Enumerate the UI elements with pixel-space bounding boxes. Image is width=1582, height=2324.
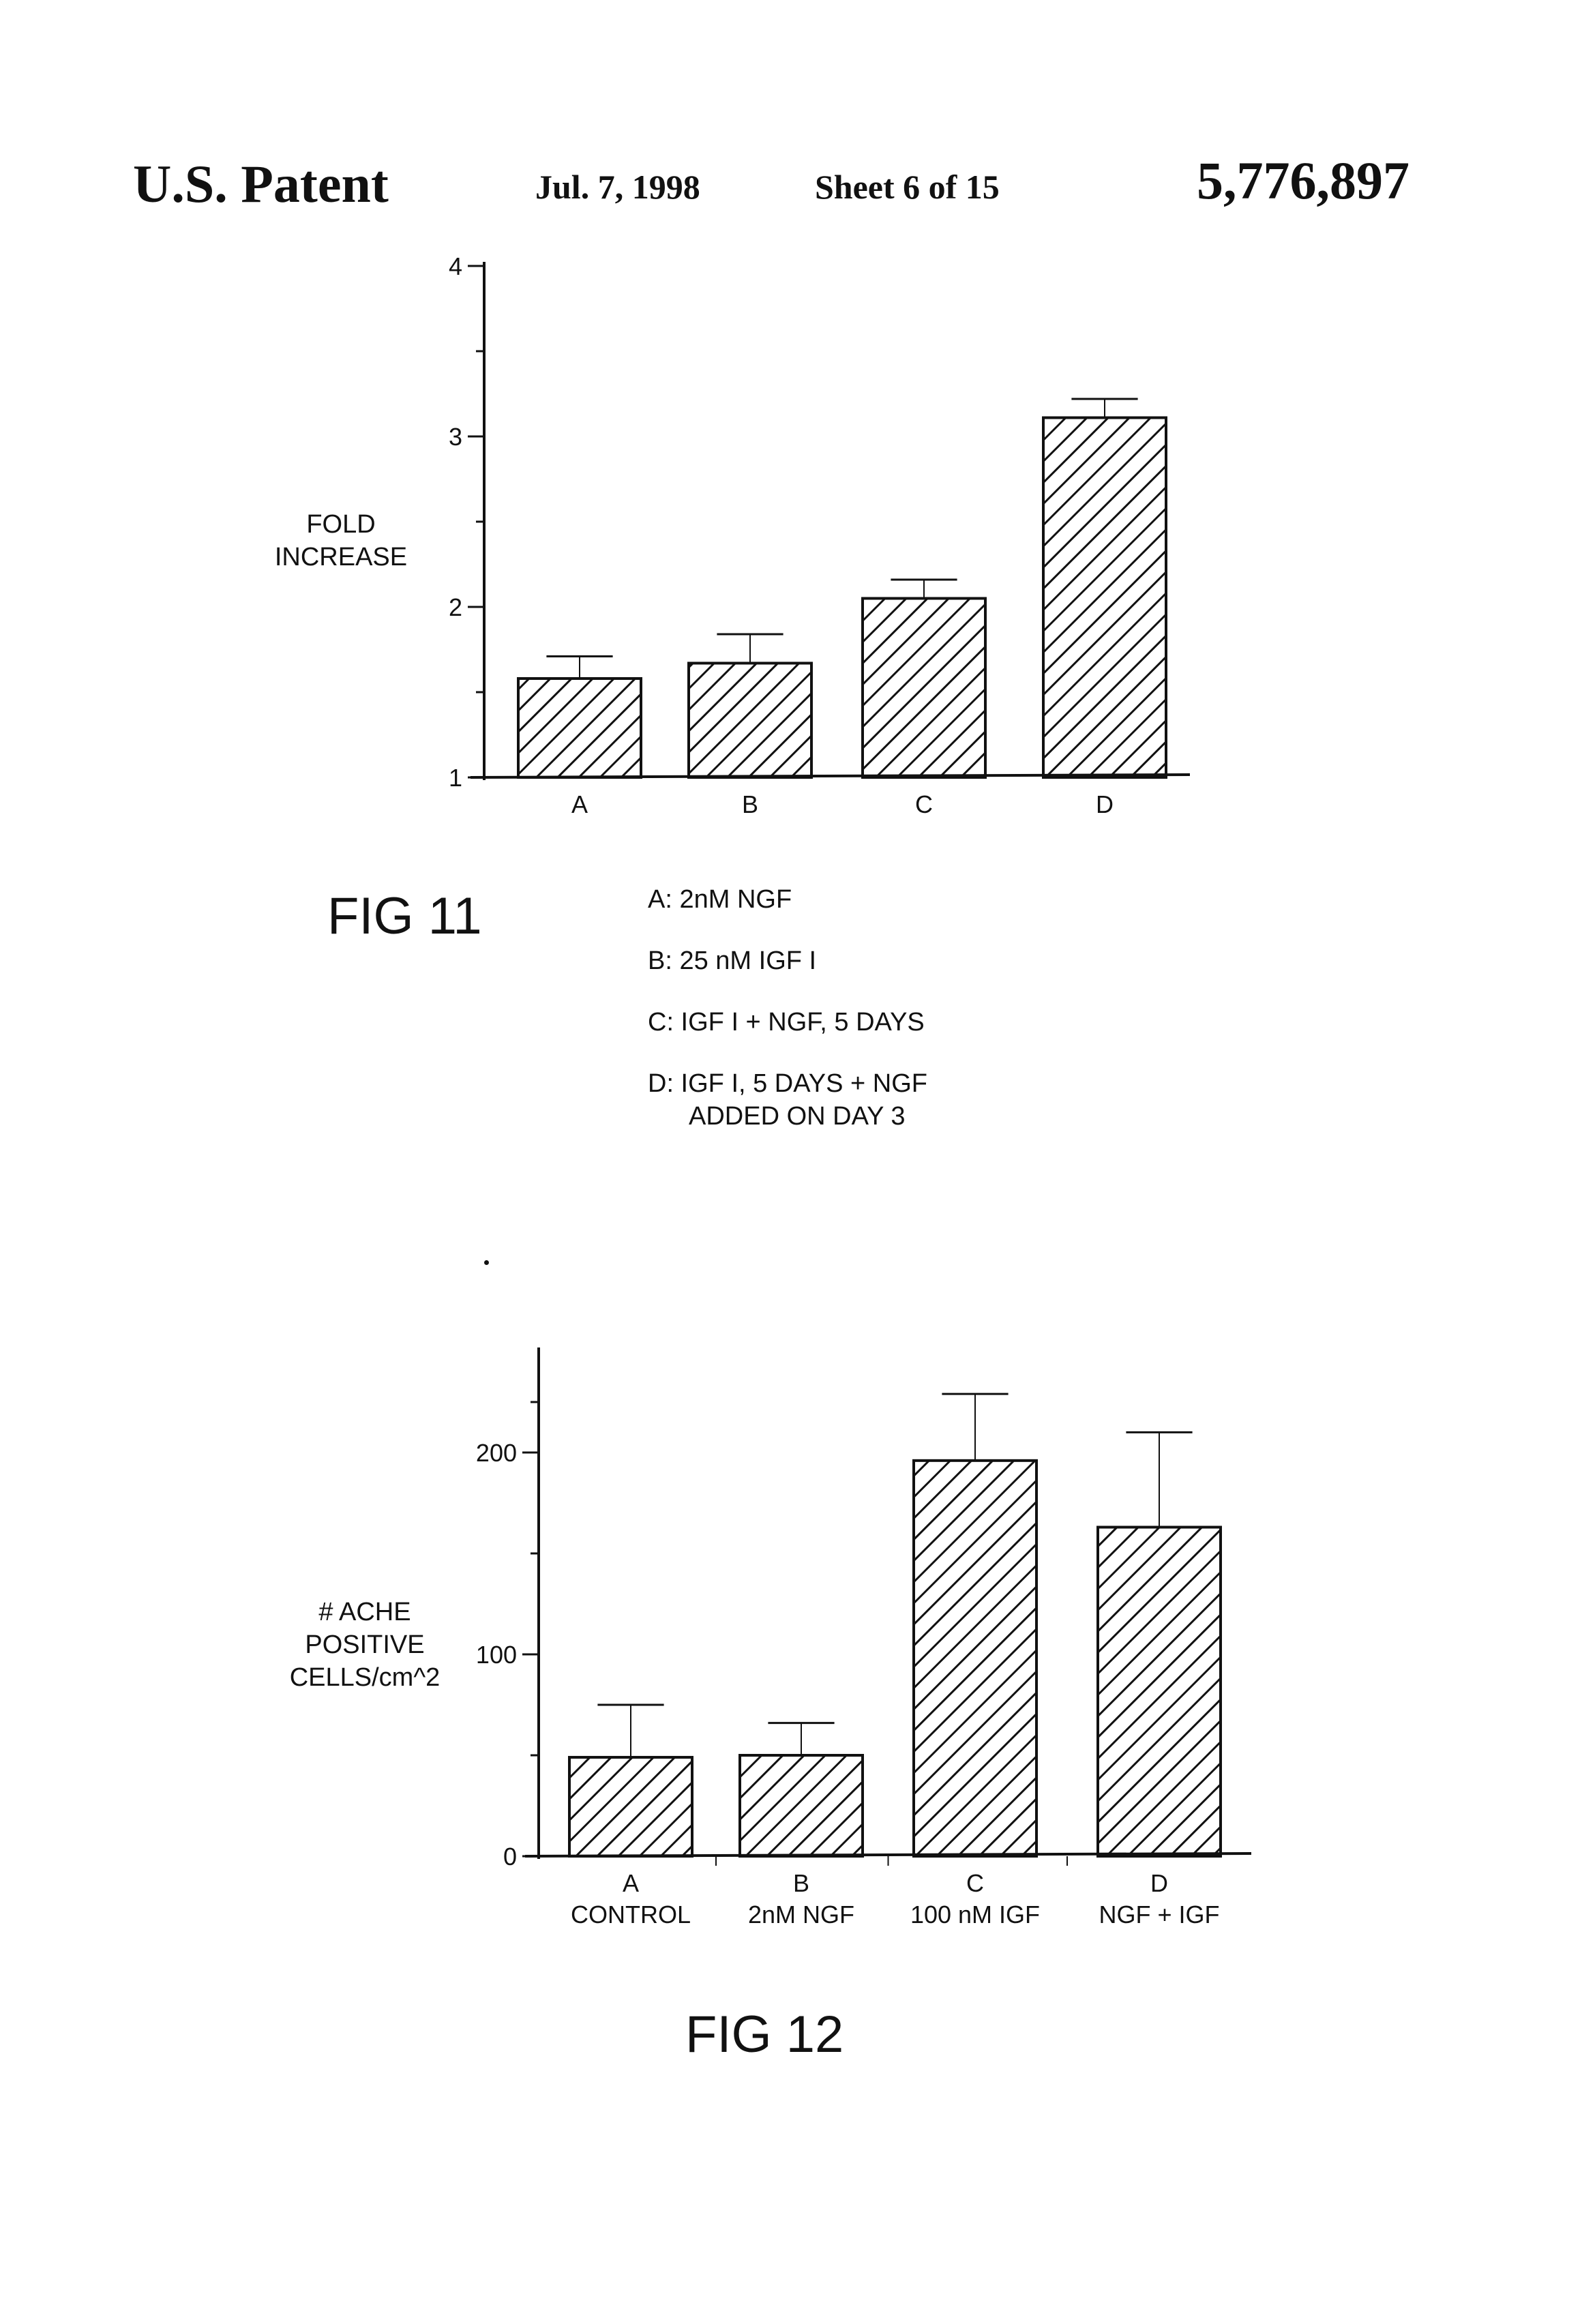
fig11-bar-chart: 1 2 3 4 A B C D (449, 252, 1191, 818)
fig11-xlabel-D: D (1096, 790, 1114, 818)
fig11-bar-B (687, 661, 813, 779)
fig11-ytick-label-3: 4 (449, 252, 462, 280)
fig11-ytick-label-2: 3 (449, 423, 462, 451)
fig12-bar-B (738, 1754, 864, 1858)
fig11-xlabel-A: A (571, 790, 588, 818)
fig12-xsublabel-B: 2nM NGF (748, 1901, 854, 1928)
fig12-bar-C (912, 1459, 1038, 1858)
fig11-bar-C (861, 597, 987, 779)
fig12-xlabel-D: D (1150, 1869, 1168, 1897)
scan-dot (484, 1260, 489, 1265)
fig11-legend-b: B: 25 nM IGF I (648, 947, 817, 975)
fig11-legend-d: D: IGF I, 5 DAYS + NGF (648, 1069, 927, 1098)
fig11-legend-a: A: 2nM NGF (648, 885, 792, 914)
patent-date: Jul. 7, 1998 (535, 168, 700, 206)
fig11-ylabel-line-2: INCREASE (274, 543, 408, 571)
fig11-legend-d-cont: ADDED ON DAY 3 (689, 1102, 906, 1131)
fig11-xlabel-C: C (915, 790, 933, 818)
fig12-bar-D (1096, 1525, 1222, 1858)
fig12-xsublabel-C: 100 nM IGF (910, 1901, 1040, 1928)
fig12-ytick-label-0: 0 (503, 1843, 517, 1871)
fig12-xlabel-A: A (623, 1869, 639, 1897)
fig12-xlabel-C: C (966, 1869, 984, 1897)
fig11-label: FIG 11 (327, 887, 482, 945)
fig11-y-axis-label: FOLD INCREASE (259, 508, 423, 573)
fig11-ytick-label-1: 2 (449, 593, 462, 621)
fig12-bar-chart: 0 100 200 A CONTROL B 2nM NGF C 100 nM IGF D NGF +… (476, 1347, 1252, 1928)
patent-number: 5,776,897 (1197, 151, 1409, 210)
fig11-ylabel-line-1: FOLD (306, 510, 376, 539)
fig12-label: FIG 12 (685, 2006, 844, 2064)
fig12-xsublabel-A: CONTROL (571, 1901, 691, 1928)
sheet-number: Sheet 6 of 15 (815, 168, 1000, 206)
fig11-xlabel-B: B (742, 790, 758, 818)
fig12-xlabel-B: B (793, 1869, 809, 1897)
fig12-bar-A (568, 1755, 693, 1858)
fig12-ylabel-line-2: POSITIVE (305, 1630, 425, 1659)
fig11-ytick-label-0: 1 (449, 764, 462, 792)
fig12-y-axis-label: # ACHE POSITIVE CELLS/cm^2 (273, 1596, 457, 1694)
fig12-xsublabel-D: NGF + IGF (1099, 1901, 1219, 1928)
fig11-legend-c: C: IGF I + NGF, 5 DAYS (648, 1008, 925, 1037)
fig11-bar-A (517, 677, 642, 779)
fig12-ylabel-line-1: # ACHE (318, 1598, 411, 1626)
fig12-ytick-label-2: 200 (476, 1439, 517, 1467)
fig12-ytick-label-1: 100 (476, 1641, 517, 1669)
fig11-bar-D (1042, 416, 1167, 779)
patent-title: U.S. Patent (133, 154, 389, 213)
fig12-ylabel-line-3: CELLS/cm^2 (289, 1663, 441, 1692)
